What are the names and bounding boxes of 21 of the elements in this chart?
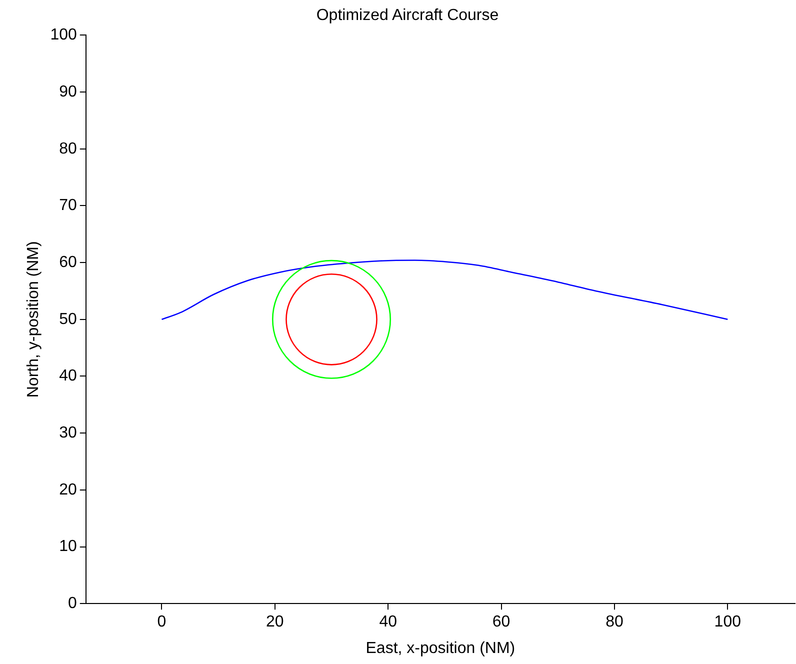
y-tick-label: 50 — [59, 310, 77, 328]
x-tick-label: 0 — [157, 614, 166, 631]
line-series — [161, 260, 728, 320]
x-tick-label: 100 — [714, 614, 742, 631]
y-tick-label: 70 — [59, 197, 77, 214]
x-tick-label: 60 — [492, 614, 510, 631]
y-tick-label: 30 — [59, 424, 77, 442]
x-tick-label: 80 — [606, 614, 624, 631]
x-tick-label: 40 — [379, 614, 398, 631]
y-tick-label: 0 — [68, 595, 77, 612]
y-axis-title: North, y-position (NM) — [25, 241, 42, 398]
x-tick-label: 20 — [266, 614, 284, 631]
y-tick-label: 20 — [59, 481, 77, 498]
x-axis-title: East, x-position (NM) — [366, 640, 516, 657]
y-tick-label: 90 — [59, 83, 77, 100]
y-tick-label: 100 — [50, 26, 77, 44]
y-tick-label: 10 — [59, 538, 77, 556]
y-tick-label: 80 — [59, 140, 77, 158]
y-tick-label: 60 — [59, 254, 77, 271]
chart-title: Optimized Aircraft Course — [316, 7, 499, 24]
y-tick-label: 40 — [59, 368, 77, 385]
